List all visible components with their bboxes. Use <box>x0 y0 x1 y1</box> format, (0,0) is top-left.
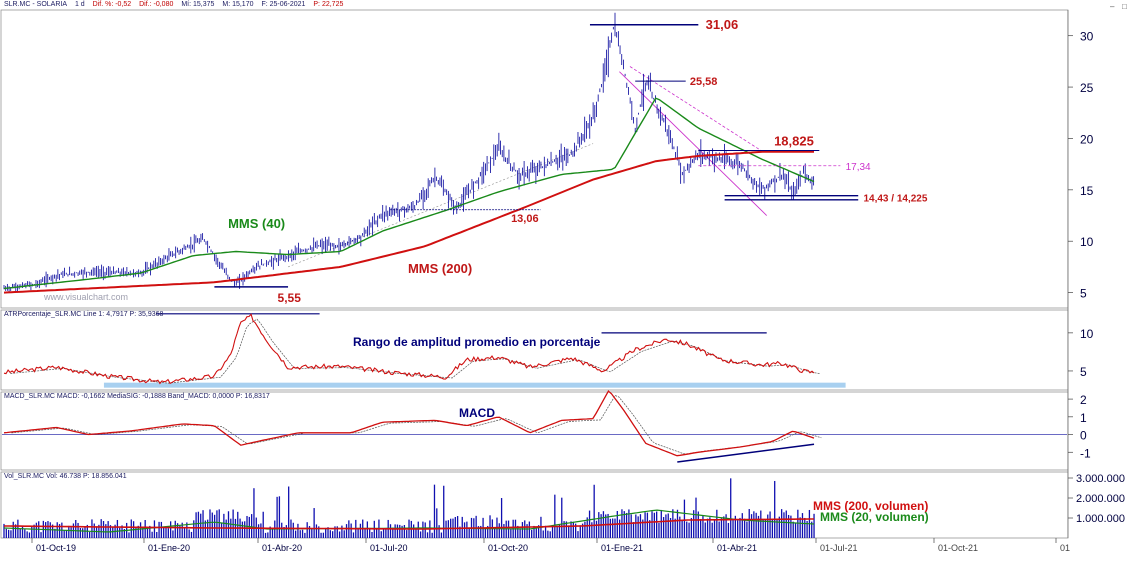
macd-line <box>3 390 815 457</box>
price-panel <box>0 9 1069 309</box>
annot-555: 5,55 <box>278 291 302 305</box>
mms200-line <box>3 150 814 294</box>
x-tick-label: 01 <box>1060 543 1070 553</box>
macd-title: MACD <box>459 406 495 420</box>
macd-header: MACD_SLR.MC MACD: -0,1662 MediaSIG: -0,1… <box>4 393 270 400</box>
min-label: Mí: 15,375 <box>181 1 215 8</box>
price-y-tick-label: 25 <box>1080 81 1094 95</box>
dif-label: Dif.: -0,080 <box>139 1 174 8</box>
x-tick-label: 01-Oct-19 <box>36 543 76 553</box>
atr-y-tick-label: 5 <box>1080 365 1087 379</box>
price-y-tick-label: 10 <box>1080 235 1094 249</box>
annot-2558: 25,58 <box>690 76 718 88</box>
mms200-label: MMS (200) <box>408 261 472 276</box>
vol-mms200-line <box>4 518 814 530</box>
max-label: M: 15,170 <box>222 1 254 8</box>
trend-helper-line <box>287 143 594 268</box>
vol-y-tick-label: 3.000.000 <box>1076 473 1125 485</box>
x-tick-label: 01-Jul-21 <box>820 543 858 553</box>
annot-1734: 17,34 <box>846 162 871 173</box>
macd-y-tick-label: 1 <box>1080 411 1087 425</box>
vol-y-tick-label: 1.000.000 <box>1076 513 1125 525</box>
date-label: F: 25-06-2021 <box>261 1 306 8</box>
vol-mms20-line <box>3 509 815 533</box>
macd-y-tick-label: -1 <box>1080 446 1091 460</box>
x-tick-label: 01-Abr-21 <box>717 543 757 553</box>
price-y-tick-label: 5 <box>1080 287 1087 301</box>
price-y-tick-label: 30 <box>1080 30 1094 44</box>
atr-line <box>3 313 815 385</box>
x-tick-label: 01-Ene-21 <box>601 543 643 553</box>
mms40-label: MMS (40) <box>228 216 285 231</box>
vol-mms200-label: MMS (200, volumen) <box>813 499 928 513</box>
macd-chart: -1 0 1 2 MACD <box>2 390 1091 463</box>
right-axis-area <box>1068 10 1136 538</box>
minimize-button[interactable]: – <box>1110 2 1115 11</box>
atr-header: ATRPorcentaje_SLR.MC Line 1: 4,7917 P: 3… <box>4 311 164 318</box>
annot-3106: 31,06 <box>706 17 739 32</box>
symbol-label: SLR.MC - SOLARIA <box>4 1 68 8</box>
x-axis: 01-Oct-19 01-Ene-20 01-Abr-20 01-Jul-20 01-O… <box>31 538 1070 553</box>
price-y-tick-label: 15 <box>1080 184 1094 198</box>
atr-y-tick-label: 10 <box>1080 327 1094 341</box>
x-tick-label: 01-Abr-20 <box>262 543 302 553</box>
downtrend-channel-upper <box>629 66 762 152</box>
annot-18825: 18,825 <box>774 134 814 149</box>
maximize-button[interactable]: □ <box>1122 2 1127 11</box>
dif-pct-label: Dif. %: -0,52 <box>92 1 132 8</box>
atr-panel <box>0 309 1069 391</box>
annot-1443-14225: 14,43 / 14,225 <box>863 194 927 205</box>
p-label: P: 22,725 <box>313 1 344 8</box>
x-tick-label: 01-Oct-20 <box>488 543 528 553</box>
vol-mms20-label: MMS (20, volumen) <box>820 510 929 524</box>
volume-chart: 1.000.000 2.000.000 3.000.000 MMS (200, vol… <box>3 473 1125 538</box>
atr-band <box>103 382 846 388</box>
mms40-line <box>3 97 815 290</box>
x-tick-label: 01-Ene-20 <box>148 543 190 553</box>
price-header: SLR.MC - SOLARIA 1 d Dif. %: -0,52 Dif.:… <box>4 1 349 8</box>
vol-y-tick-label: 2.000.000 <box>1076 493 1125 505</box>
annot-1306: 13,06 <box>511 213 539 225</box>
atr-title: Rango de amplitud promedio en porcentaje <box>353 335 601 349</box>
price-chart: 5 10 15 20 25 30 31,06 25,58 18,825 17,34 14,43 / … <box>3 12 1094 305</box>
macd-y-tick-label: 0 <box>1080 429 1087 443</box>
price-y-tick-label: 20 <box>1080 132 1094 146</box>
macd-divergence-line <box>677 443 815 463</box>
atr-chart: 5 10 Rango de amplitud promedio en porcent… <box>3 313 1094 388</box>
period-label: 1 d <box>74 1 85 8</box>
x-tick-label: 01-Oct-21 <box>938 543 978 553</box>
x-tick-label: 01-Jul-20 <box>370 543 408 553</box>
watermark-text: www.visualchart.com <box>43 292 128 302</box>
vol-header: Vol_SLR.MC Vol: 46.738 P: 18.856.041 <box>4 473 127 480</box>
macd-y-tick-label: 2 <box>1080 393 1087 407</box>
